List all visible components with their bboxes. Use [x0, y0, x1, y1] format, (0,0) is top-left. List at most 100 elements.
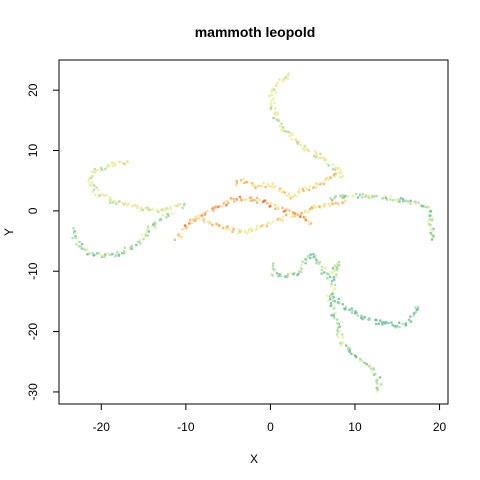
data-point [327, 202, 331, 206]
data-point [280, 122, 283, 125]
data-point [356, 314, 360, 317]
data-point [104, 194, 108, 197]
data-point [350, 307, 354, 310]
data-point [374, 322, 378, 326]
data-point [166, 212, 169, 216]
data-point [390, 321, 393, 324]
data-point [225, 225, 229, 229]
data-point [404, 323, 407, 326]
data-point [93, 167, 97, 171]
data-point [235, 183, 238, 187]
data-point [338, 175, 342, 179]
data-point [329, 285, 333, 288]
data-point [319, 152, 322, 156]
data-point [319, 183, 322, 186]
data-point [226, 199, 229, 203]
data-point [370, 367, 373, 370]
data-point [73, 231, 77, 235]
data-point [317, 156, 321, 160]
data-point [271, 220, 275, 223]
data-point [354, 192, 358, 196]
data-point [110, 161, 113, 165]
data-point [327, 273, 331, 276]
data-point [131, 204, 134, 208]
data-point [79, 244, 82, 248]
data-point [211, 223, 214, 227]
data-point [367, 365, 371, 368]
data-point [374, 318, 378, 322]
data-point [232, 228, 235, 231]
data-point [269, 222, 272, 225]
data-point [181, 228, 185, 231]
data-point [367, 196, 371, 199]
data-point [142, 237, 145, 241]
data-point [297, 272, 300, 276]
data-point [281, 206, 284, 209]
data-point [325, 294, 329, 297]
data-point [335, 333, 339, 336]
data-point [262, 200, 265, 204]
data-point [114, 200, 118, 204]
data-point [238, 195, 242, 199]
data-point [389, 198, 392, 201]
data-point [96, 168, 99, 172]
data-point [290, 195, 294, 199]
data-point [341, 194, 345, 197]
data-point [278, 124, 282, 128]
data-point [417, 201, 420, 204]
data-point [341, 201, 344, 204]
data-point [285, 275, 289, 279]
data-point [324, 266, 327, 270]
data-point [281, 78, 285, 81]
data-point [271, 264, 275, 267]
data-point [254, 186, 257, 190]
data-point [329, 304, 332, 308]
data-point [333, 283, 337, 287]
data-point [300, 211, 303, 215]
data-point [319, 156, 323, 160]
data-point [329, 197, 332, 200]
data-point [428, 217, 432, 221]
data-point [250, 229, 254, 232]
data-point [346, 194, 349, 198]
data-point [215, 222, 218, 226]
data-point [88, 182, 91, 185]
data-point [303, 218, 307, 221]
data-point [327, 299, 330, 303]
data-point [126, 160, 129, 163]
data-point [378, 319, 382, 322]
data-point [368, 194, 371, 197]
data-point [247, 230, 250, 233]
data-point [335, 268, 338, 272]
data-point [314, 254, 318, 258]
data-point [298, 190, 301, 194]
data-point [111, 164, 114, 168]
data-point [214, 206, 217, 209]
data-point [340, 343, 343, 347]
data-point [224, 200, 227, 203]
data-point [274, 91, 278, 94]
data-point [381, 196, 385, 200]
data-point [74, 236, 77, 240]
data-point [373, 194, 376, 198]
data-point [280, 128, 283, 131]
y-tick-label: -30 [26, 383, 40, 401]
data-point [244, 230, 247, 234]
data-point [194, 215, 197, 218]
data-point [154, 226, 157, 230]
data-point [332, 278, 336, 281]
data-point [123, 246, 127, 249]
data-point [283, 191, 287, 194]
data-point [134, 204, 138, 208]
data-point [87, 179, 90, 183]
data-point [314, 155, 318, 159]
data-point [269, 204, 272, 208]
data-point [197, 214, 200, 218]
data-point [218, 204, 221, 208]
data-point [330, 295, 333, 299]
data-point [99, 254, 103, 257]
data-point [221, 226, 225, 230]
data-point [159, 217, 162, 221]
data-point [188, 222, 191, 225]
